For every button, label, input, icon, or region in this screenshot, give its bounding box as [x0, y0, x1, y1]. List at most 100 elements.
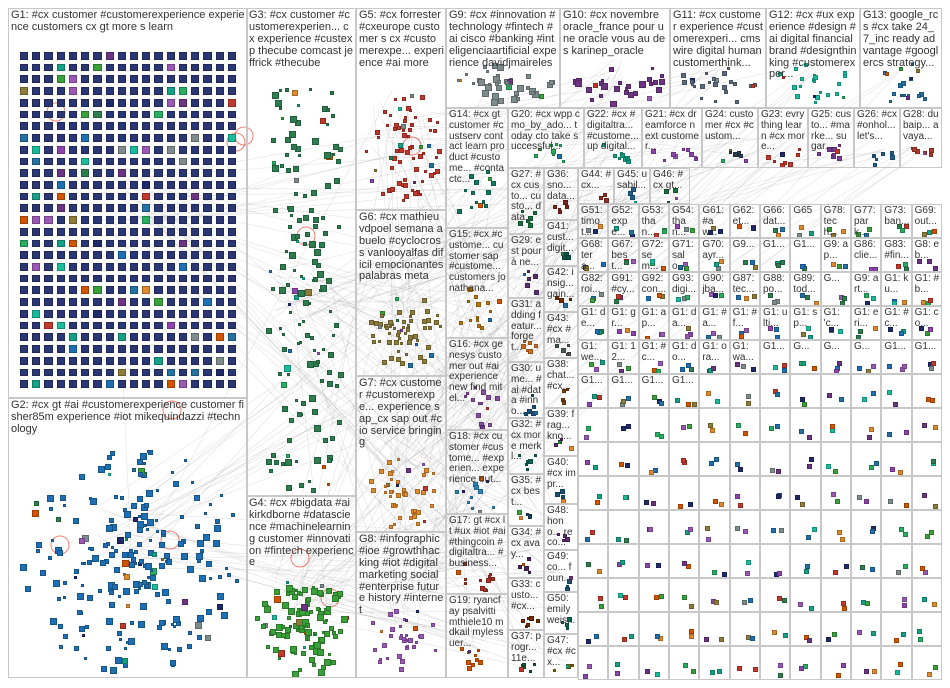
node [166, 145, 175, 154]
node [111, 583, 118, 590]
node [142, 286, 151, 295]
node [68, 380, 78, 388]
node [841, 605, 847, 611]
node [724, 90, 729, 95]
node [684, 294, 690, 300]
edge [289, 286, 397, 625]
small-group-label: G1: wa... [732, 341, 754, 363]
node [227, 145, 236, 154]
small-group: G9: art... [851, 272, 882, 306]
node [298, 290, 306, 298]
node [930, 458, 936, 464]
node [20, 110, 29, 119]
node [204, 635, 211, 642]
node [215, 368, 224, 377]
node [20, 180, 29, 189]
node [203, 239, 212, 248]
node [521, 210, 525, 214]
node [403, 332, 407, 336]
edge [306, 145, 917, 315]
node [393, 340, 399, 346]
node [830, 261, 836, 267]
node [110, 667, 118, 674]
node [410, 93, 415, 98]
node [117, 52, 126, 60]
node [56, 145, 65, 154]
node [20, 239, 29, 248]
node [613, 86, 620, 93]
node [871, 630, 877, 636]
small-group: G89: tod... [790, 272, 821, 306]
node [402, 119, 407, 124]
node [564, 622, 569, 627]
node [898, 469, 904, 475]
node [109, 551, 116, 558]
node [585, 537, 591, 543]
node [122, 587, 130, 595]
edge [294, 460, 526, 614]
small-group: G1... [881, 340, 912, 374]
node [806, 325, 812, 331]
node [281, 405, 288, 412]
edge [153, 194, 554, 664]
node [230, 512, 235, 517]
node [130, 286, 139, 295]
group-g47: G47: #cx #cx... [544, 634, 578, 678]
edge [426, 58, 623, 581]
small-group-cell [578, 646, 609, 680]
node [81, 263, 90, 271]
node [826, 146, 832, 152]
node [56, 216, 65, 224]
edge [371, 66, 500, 299]
small-group-cell [851, 646, 882, 680]
node [191, 298, 200, 306]
node [20, 251, 29, 260]
edge [376, 477, 522, 560]
node [167, 647, 171, 651]
edge [280, 71, 623, 562]
group-label: G6: #cx mathieuvdpoel semana abuelo #cyc… [359, 211, 444, 283]
node [888, 499, 894, 505]
edge [137, 200, 525, 392]
node [615, 661, 621, 667]
node [738, 154, 743, 159]
edge [135, 545, 397, 625]
node [485, 394, 491, 400]
small-group-cell [911, 612, 942, 646]
node [44, 169, 53, 177]
edge [390, 143, 776, 297]
node [56, 356, 65, 365]
node [56, 298, 65, 306]
group-label: G34: #cx avay... [511, 527, 542, 560]
node [896, 224, 902, 230]
small-group-cell [851, 374, 882, 408]
node [203, 145, 212, 154]
node [20, 298, 29, 306]
small-group-label: G1: #a... [702, 307, 727, 329]
node [51, 538, 55, 542]
node [56, 157, 65, 166]
node [390, 166, 395, 171]
node [56, 239, 65, 248]
small-group-cell [669, 646, 700, 680]
node [533, 290, 539, 296]
node [32, 134, 41, 142]
small-group: G1: wa... [729, 340, 760, 374]
node [601, 143, 606, 148]
node [709, 669, 715, 675]
node [81, 333, 90, 342]
node [87, 546, 91, 550]
edge [383, 139, 828, 445]
small-group-cell [699, 408, 730, 442]
node [81, 110, 90, 119]
edge [108, 134, 792, 229]
edge [370, 303, 471, 616]
node [147, 576, 150, 580]
small-group-cell [608, 408, 639, 442]
node [624, 90, 630, 96]
node [874, 158, 878, 162]
edge [109, 187, 596, 191]
node [105, 110, 114, 119]
small-group-label: G91: #cy... [611, 273, 636, 295]
node [68, 157, 78, 166]
